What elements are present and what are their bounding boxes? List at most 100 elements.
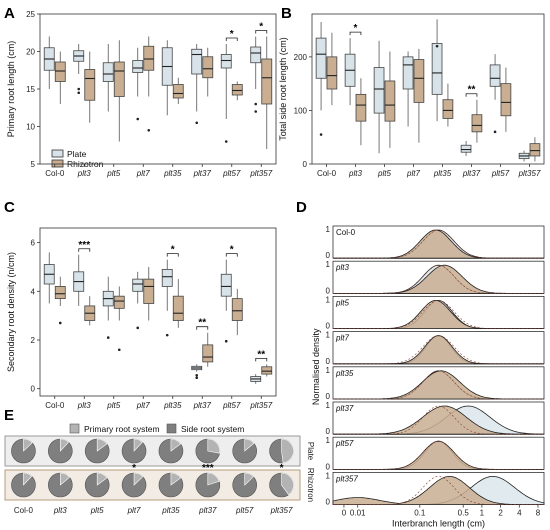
x-tick-label: plt37	[193, 169, 212, 178]
pie-primary-slice	[23, 472, 33, 486]
box-rhizotron-plt5	[113, 40, 125, 142]
significance-label: *	[171, 245, 175, 256]
x-axis-label: Interbranch length (cm)	[392, 519, 485, 529]
pie-primary-slice	[281, 438, 294, 464]
box-rhizotron-plt35	[442, 83, 454, 127]
box-rhizotron-Col-0	[54, 51, 66, 104]
box-rhizotron-plt7	[413, 48, 425, 143]
box-body	[471, 114, 483, 133]
box-body	[355, 93, 367, 122]
pie-primary-slice	[207, 438, 221, 454]
pie-genotype-label: plt3	[53, 506, 67, 515]
pie-row-label: Rhizotron	[306, 468, 315, 502]
legend-pies: Primary root system Side root system	[69, 423, 244, 434]
outlier-point	[117, 348, 121, 352]
y-tick-label: 0	[326, 322, 331, 331]
box-body	[172, 84, 184, 99]
box-body	[250, 46, 262, 64]
y-tick-label: 0	[326, 427, 331, 436]
outlier-point	[147, 128, 151, 132]
box-rhizotron-plt37	[202, 332, 214, 367]
box-body	[231, 84, 243, 96]
density-row-label: Col-0	[336, 228, 356, 237]
legend-label-primary: Primary root system	[84, 424, 160, 434]
box-rhizotron-Col-0	[54, 276, 66, 325]
panel-label-b: B	[281, 5, 292, 22]
box-body	[202, 344, 214, 363]
box-rhizotron-plt3	[84, 51, 96, 123]
x-tick-label: 0.1	[414, 509, 426, 518]
y-tick-label: 0	[326, 392, 331, 401]
significance-bracket	[225, 37, 238, 41]
y-tick-label: 15	[26, 85, 35, 94]
legend-swatch-rhizotron	[51, 159, 64, 168]
x-tick-label: plt35	[163, 401, 182, 410]
panel-label-d: D	[296, 199, 307, 216]
significance-bracket	[255, 357, 268, 362]
y-tick-label: 0	[326, 462, 331, 471]
legend-label-side: Side root system	[181, 424, 244, 434]
box-body	[315, 37, 327, 79]
box-body	[113, 295, 125, 309]
density-row-label: plt35	[335, 369, 354, 378]
x-tick-label: 0.5	[458, 509, 470, 518]
y-tick-label: 100	[294, 106, 308, 115]
box-plate-plt7	[132, 47, 144, 121]
box-plate-plt35	[431, 19, 443, 122]
panel-c-secondary-root-density: 0 2 4 6 Secondary root density (n/cm) Col-0 pl…	[6, 227, 277, 410]
box-body	[384, 80, 396, 122]
box-body	[132, 60, 144, 73]
box-body	[143, 278, 155, 304]
box-rhizotron-plt7	[143, 36, 155, 132]
box-plate-Col-0	[315, 22, 327, 136]
box-body	[132, 278, 144, 292]
box-plate-plt37	[191, 44, 203, 125]
box-body	[442, 99, 454, 119]
x-tick-label: plt57	[222, 401, 241, 410]
outlier-point	[254, 110, 258, 113]
box-plate-plt357	[250, 36, 262, 113]
x-tick-label: plt3	[348, 169, 362, 178]
x-tick-label: plt35	[433, 169, 452, 178]
box-rhizotron-plt35	[172, 279, 184, 328]
y-tick-label: 0	[326, 498, 331, 507]
significance-label: **	[468, 85, 476, 96]
density-row-label: plt5	[335, 298, 349, 307]
y-tick-label: 0	[303, 160, 308, 169]
box-body	[191, 48, 203, 75]
pie-genotype-label: plt5	[90, 506, 104, 515]
outlier-point	[319, 133, 323, 136]
outlier-point	[493, 130, 497, 134]
box-body	[143, 45, 155, 71]
x-tick-label: plt357	[249, 401, 272, 410]
plot-frame	[311, 13, 545, 165]
panel-label-e: E	[4, 407, 14, 424]
outlier-point	[224, 339, 228, 343]
x-tick-label: plt35	[163, 169, 182, 178]
panel-b-total-side-root-length: 0 100 200 Total side root length (cm) Col-0 p…	[278, 13, 545, 178]
outlier-point	[195, 374, 199, 377]
density-row-label: plt7	[335, 334, 349, 343]
x-tick-label: plt5	[377, 169, 391, 178]
pie-primary-slice	[170, 472, 182, 486]
box-plate-plt5	[102, 44, 114, 112]
significance-label: ***	[78, 240, 90, 251]
box-body	[489, 64, 501, 87]
pie-genotype-label: plt37	[198, 506, 217, 515]
pie-primary-slice	[207, 472, 220, 486]
x-tick-label: plt57	[491, 169, 510, 178]
y-tick-label: 25	[26, 10, 35, 19]
x-tick-label: 2	[498, 509, 503, 518]
box-body	[373, 67, 385, 114]
pie-primary-slice	[96, 438, 108, 452]
box-rhizotron-plt357	[529, 137, 541, 162]
y-axis-label: Normalised density	[311, 328, 321, 405]
x-tick-label: 0.01	[350, 509, 366, 518]
box-body	[500, 83, 512, 117]
y-tick-label: 20	[26, 48, 35, 57]
density-rhizotron	[333, 405, 544, 435]
pie-genotype-label: plt35	[161, 506, 180, 515]
box-body	[402, 56, 414, 90]
box-plate-plt37	[191, 364, 203, 380]
